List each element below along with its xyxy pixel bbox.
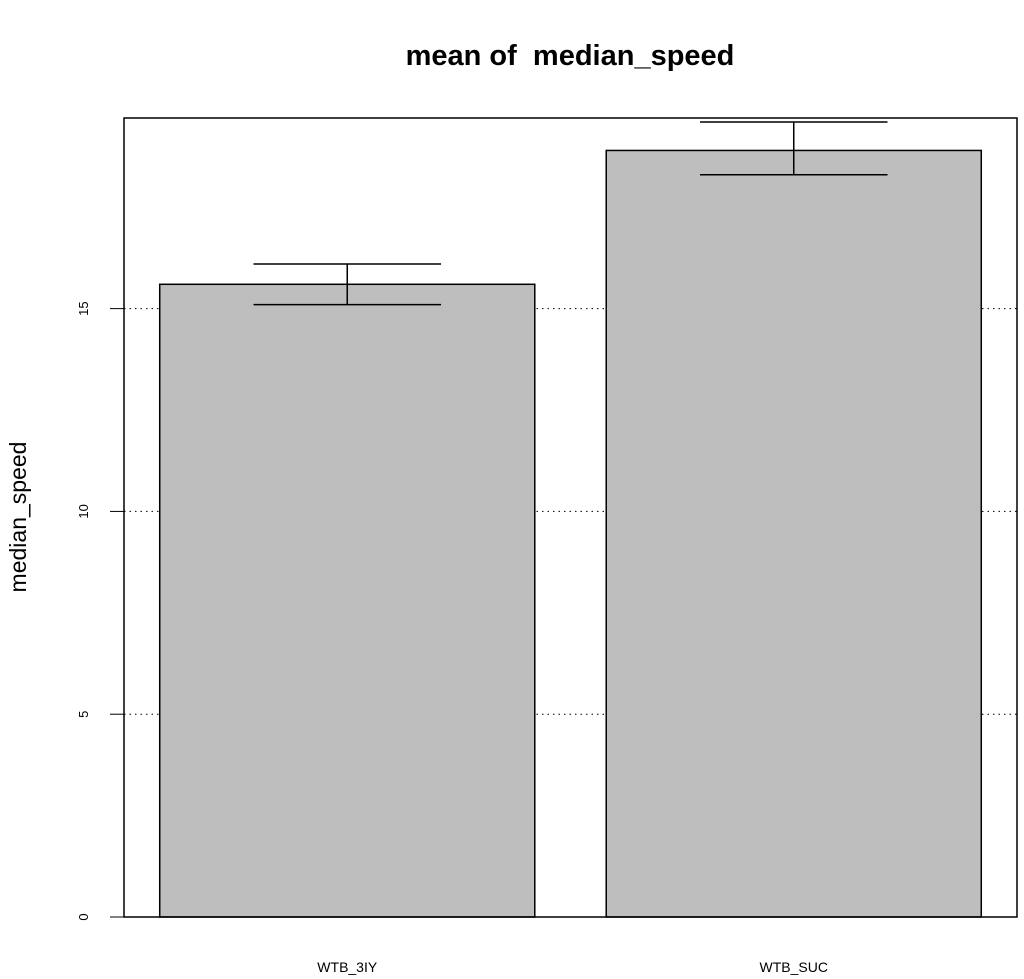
- y-tick-label-1: 5: [76, 711, 91, 718]
- y-axis-title: median_speed: [5, 442, 31, 593]
- bars: [158, 149, 983, 918]
- x-category-label-1: WTB_SUC: [760, 959, 828, 975]
- x-category-label-0: WTB_3IY: [317, 959, 378, 975]
- bar-wtb_suc: [605, 149, 983, 918]
- plot-frame: [123, 117, 1018, 918]
- y-tick-label-2: 10: [76, 504, 91, 518]
- bar-wtb_3iy: [158, 283, 536, 918]
- y-axis: 0 5 10 15: [76, 301, 124, 921]
- y-tick-label-group-3: 15: [76, 301, 91, 315]
- x-axis-labels: WTB_3IY WTB_SUC: [317, 959, 828, 975]
- y-tick-label-3: 15: [76, 301, 91, 315]
- y-tick-label-0: 0: [76, 913, 91, 920]
- y-axis-label: median_speed: [5, 442, 31, 593]
- chart-title: mean of median_speed: [406, 40, 735, 72]
- error-bars: [253, 121, 888, 306]
- y-tick-label-group-0: 0: [76, 913, 91, 920]
- y-tick-label-group-2: 10: [76, 504, 91, 518]
- y-tick-label-group-1: 5: [76, 711, 91, 718]
